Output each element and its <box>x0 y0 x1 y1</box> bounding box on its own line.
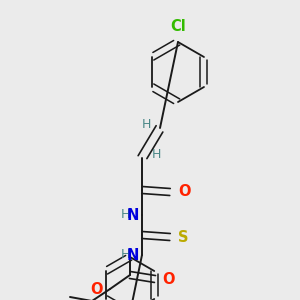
Text: H: H <box>141 118 151 130</box>
Text: H: H <box>121 248 130 262</box>
Text: O: O <box>162 272 175 286</box>
Text: H: H <box>121 208 130 221</box>
Text: O: O <box>91 281 103 296</box>
Text: O: O <box>178 184 190 200</box>
Text: Cl: Cl <box>170 19 186 34</box>
Text: N: N <box>127 248 139 262</box>
Text: S: S <box>178 230 188 244</box>
Text: H: H <box>151 148 161 160</box>
Text: N: N <box>127 208 139 223</box>
